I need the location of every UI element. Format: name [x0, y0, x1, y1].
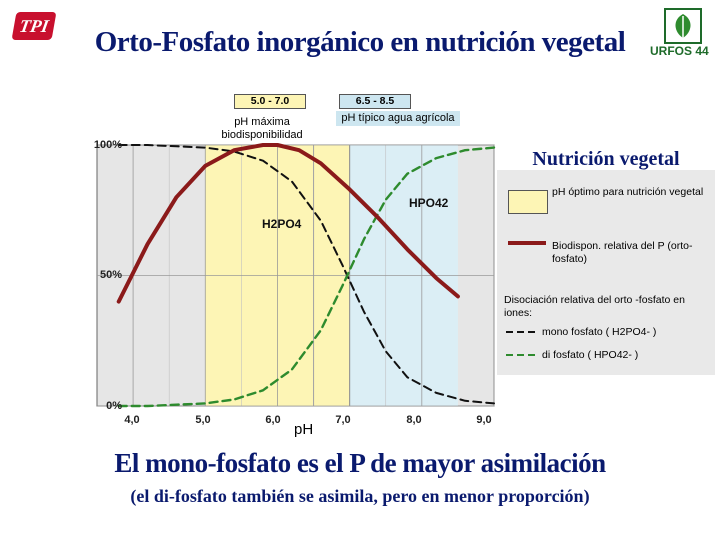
h2po4-label: H2PO4: [262, 217, 302, 231]
x-tick-7: 7,0: [335, 414, 351, 426]
x-tick-9: 9,0: [476, 414, 492, 426]
y-tick-100: 100%: [93, 139, 122, 151]
legend-biodisp-swatch: [508, 241, 546, 245]
x-axis-label: pH: [294, 421, 314, 438]
range-optimal-box: 5.0 - 7.0: [234, 94, 306, 109]
range-optimal-label: pH máxima biodisponibilidad: [221, 116, 303, 141]
range-water-label: pH típico agua agrícola: [336, 111, 460, 126]
legend-di-text: di fosfato ( HPO42- ): [542, 349, 639, 361]
urfos-leaf-icon: [664, 8, 702, 44]
legend-dissoc-title: Disociación relativa del orto -fosfato e…: [504, 294, 685, 319]
urfos-logo: URFOS 44: [650, 44, 709, 58]
page-title: Orto-Fosfato inorgánico en nutrición veg…: [94, 26, 626, 58]
series-di: [117, 146, 496, 408]
footer-subtitle: (el di-fosfato también se asimila, pero …: [130, 486, 590, 506]
footer-title: El mono-fosfato es el P de mayor asimila…: [114, 448, 606, 478]
range-water-box: 6.5 - 8.5: [339, 94, 411, 109]
legend-optimal-text: pH óptimo para nutrición vegetal: [552, 186, 704, 198]
y-tick-50: 50%: [99, 269, 122, 281]
legend-mono-text: mono fosfato ( H2PO4- ): [542, 326, 657, 338]
y-tick-0: 0%: [106, 400, 122, 412]
x-tick-4: 4,0: [124, 414, 140, 426]
legend-optimal-swatch: [508, 190, 548, 214]
series-mono: [117, 144, 495, 405]
series-biodisp: [116, 143, 460, 304]
x-tick-6: 6,0: [265, 414, 281, 426]
x-tick-8: 8,0: [406, 414, 422, 426]
legend-biodisp-text: Biodispon. relativa del P (orto-fosfato): [552, 240, 693, 265]
hpo4-label: HPO42: [409, 196, 449, 210]
legend-title: Nutrición vegetal: [532, 148, 680, 170]
x-tick-5: 5,0: [195, 414, 211, 426]
legend-dash-swatches: [506, 331, 538, 356]
